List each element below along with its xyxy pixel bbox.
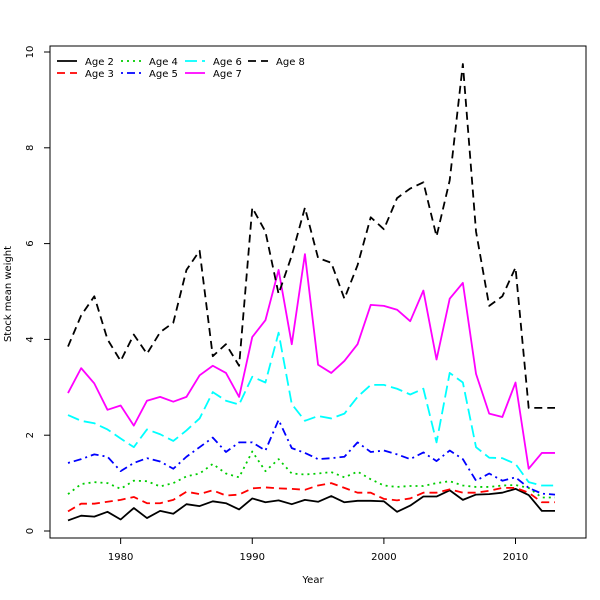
legend-label: Age 8 xyxy=(276,57,305,68)
y-tick-label: 2 xyxy=(25,432,36,438)
y-tick-label: 8 xyxy=(25,145,36,151)
y-tick-label: 10 xyxy=(25,46,36,59)
series-line-age-8 xyxy=(67,63,555,409)
x-tick-label: 2010 xyxy=(503,552,528,563)
legend-label: Age 3 xyxy=(85,69,114,80)
series-layer xyxy=(67,63,556,522)
legend-label: Age 7 xyxy=(213,69,242,80)
x-axis-title: Year xyxy=(301,575,324,586)
y-tick-label: 4 xyxy=(25,336,36,342)
legend-label: Age 2 xyxy=(85,57,114,68)
series-line-age-7 xyxy=(67,253,555,470)
series-line-age-6 xyxy=(67,331,555,487)
y-tick-label: 0 xyxy=(25,528,36,534)
x-axis: 1980 1990 2000 2010 xyxy=(108,538,528,563)
series-line-age-4 xyxy=(67,450,555,499)
series-line-age-3 xyxy=(67,482,555,513)
plot-frame xyxy=(49,45,587,539)
x-tick-label: 2000 xyxy=(371,552,396,563)
series-line-age-5 xyxy=(67,418,556,496)
x-tick-label: 1980 xyxy=(108,552,133,563)
y-tick-label: 6 xyxy=(25,240,36,246)
series-line-age-2 xyxy=(67,487,555,522)
y-axis: 0 2 4 6 8 10 xyxy=(25,46,50,534)
legend-label: Age 5 xyxy=(149,69,178,80)
legend-label: Age 6 xyxy=(213,57,242,68)
y-axis-title: Stock mean weight xyxy=(3,246,14,342)
legend-label: Age 4 xyxy=(149,57,178,68)
x-tick-label: 1990 xyxy=(240,552,265,563)
